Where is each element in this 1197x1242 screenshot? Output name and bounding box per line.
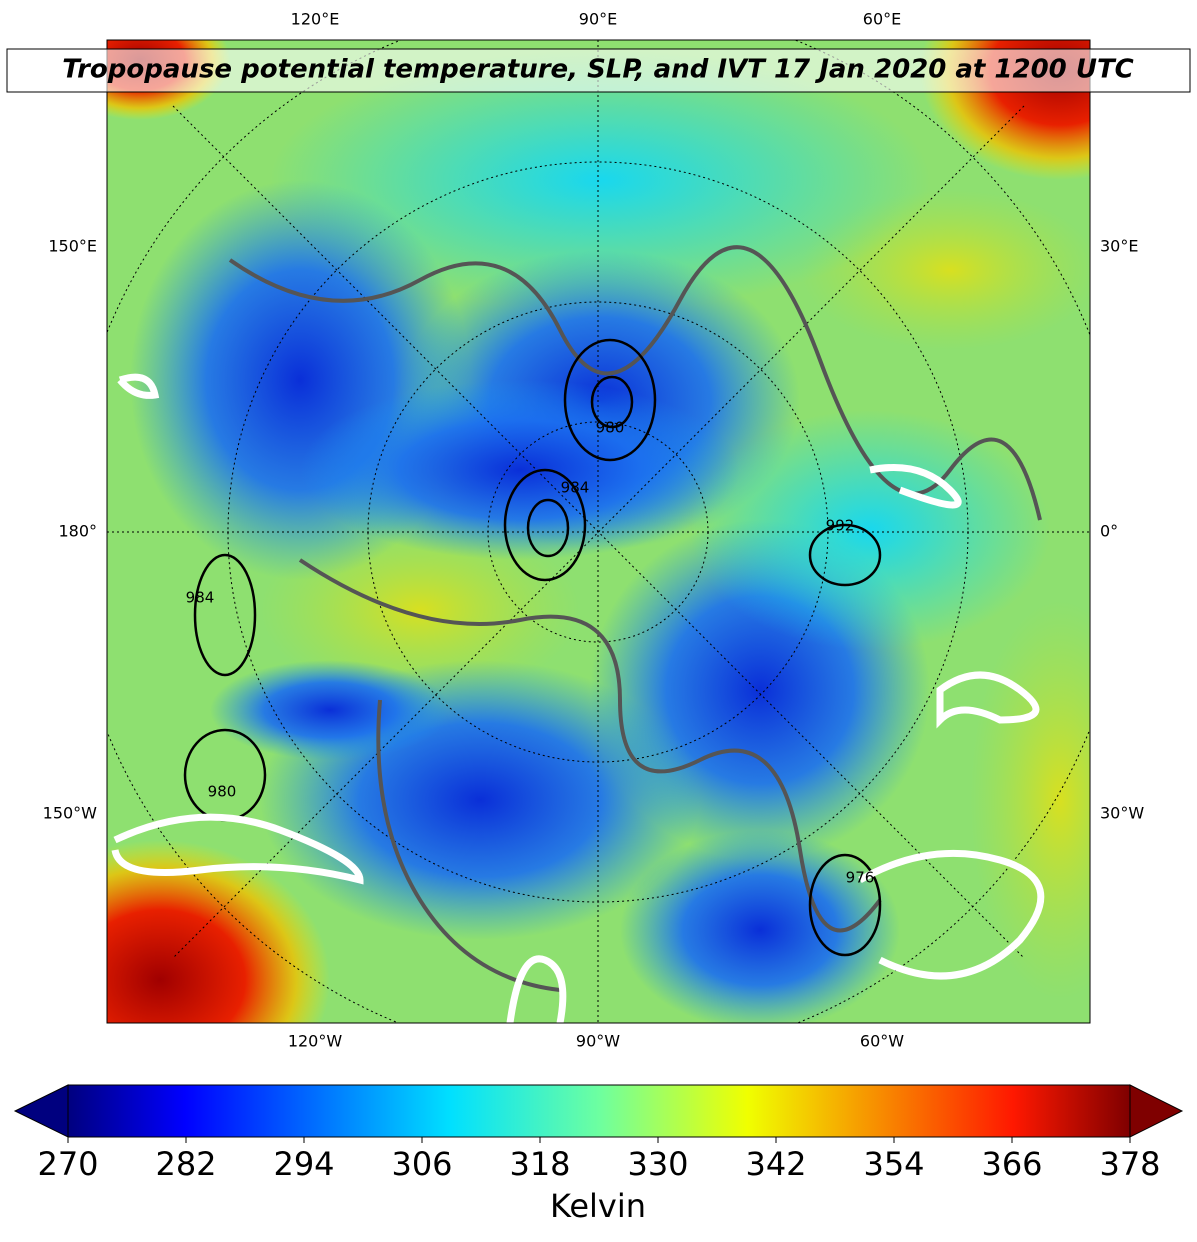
colorbar-tick-label: 342 [745,1145,806,1183]
contour-label: 976 [846,869,875,887]
colorbar-tick-label: 354 [863,1145,924,1183]
colorbar-tick-label: 330 [627,1145,688,1183]
lon-label: 120°W [288,1032,343,1051]
contour-label: 980 [208,783,237,801]
colorbar-tick-label: 318 [509,1145,570,1183]
lon-label: 120°E [291,10,340,29]
lon-label: 150°E [48,237,97,256]
colorbar-max-extend [1129,1084,1184,1138]
colorbar [67,1084,1131,1138]
lon-label: 60°E [863,10,901,29]
lon-label: 180° [58,522,97,541]
contour-label: 984 [561,479,590,497]
map-field [107,40,1090,1023]
lon-label: 0° [1100,522,1118,541]
colorbar-label: Kelvin [550,1187,646,1225]
lon-label: 60°W [860,1032,904,1051]
lon-label: 150°W [43,804,98,823]
colorbar-min-extend [13,1084,69,1138]
lon-label: 30°E [1100,237,1138,256]
colorbar-tick-label: 294 [273,1145,334,1183]
colorbar-tick-label: 366 [981,1145,1042,1183]
colorbar-tick-label: 282 [155,1145,216,1183]
lon-label: 90°E [579,10,617,29]
colorbar-tick-label: 306 [391,1145,452,1183]
lon-label: 90°W [576,1032,620,1051]
title-box [6,48,1191,93]
contour-label: 984 [186,589,215,607]
contour-label: 980 [596,419,625,437]
contour-label: 992 [826,517,855,535]
map-frame [106,39,1091,1024]
colorbar-tick-label: 378 [1099,1145,1160,1183]
colorbar-tick-label: 270 [37,1145,98,1183]
title: Tropopause potential temperature, SLP, a… [62,55,1134,85]
lon-label: 30°W [1100,804,1144,823]
